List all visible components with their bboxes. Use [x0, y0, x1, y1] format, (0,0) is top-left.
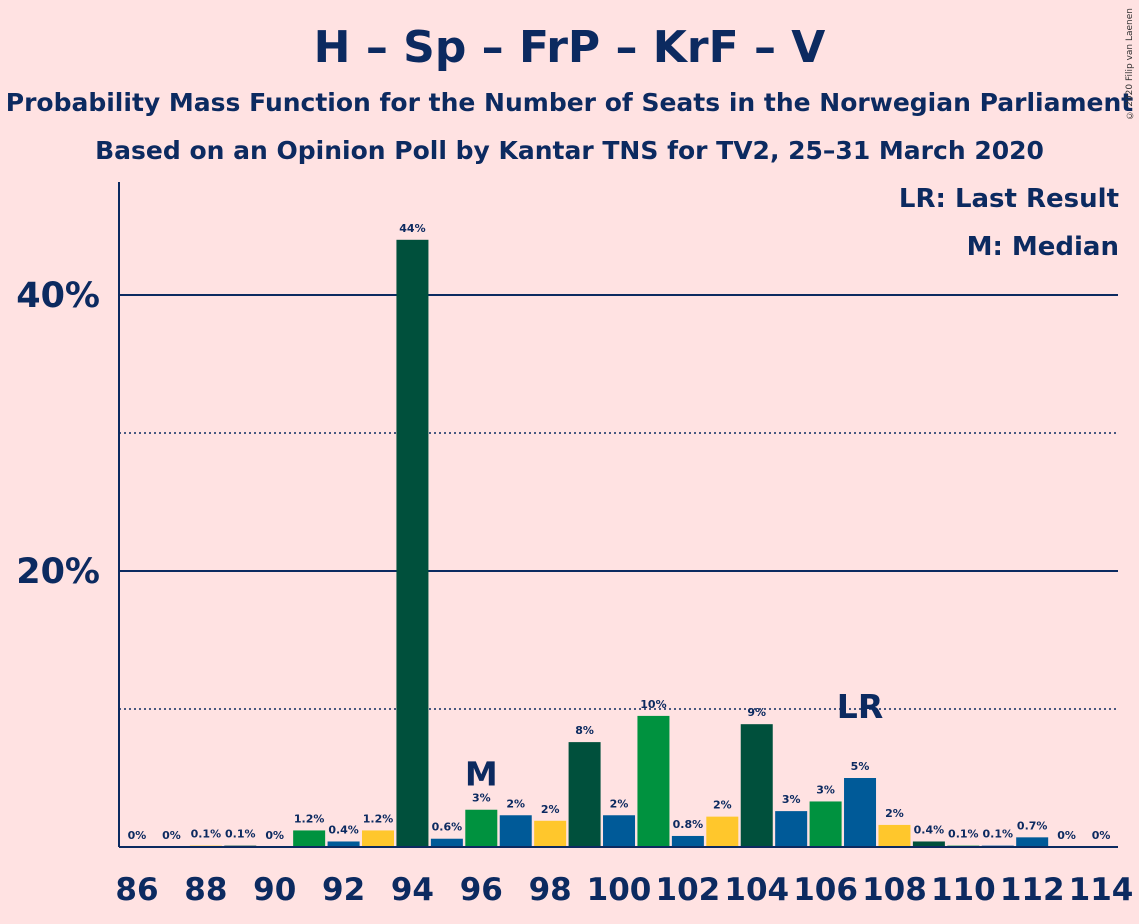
bar-label-110: 0.1% — [948, 828, 979, 841]
bar-label-109: 0.4% — [914, 823, 945, 836]
bar-label-114: 0% — [1092, 829, 1111, 842]
bar-91 — [293, 830, 326, 847]
x-tick-88: 88 — [184, 872, 227, 908]
bar-label-105: 3% — [782, 793, 801, 806]
bar-99 — [568, 742, 601, 847]
x-tick-98: 98 — [529, 872, 572, 908]
bar-label-99: 8% — [575, 724, 594, 737]
x-tick-94: 94 — [391, 872, 434, 908]
bar-109 — [912, 841, 945, 847]
bar-label-112: 0.7% — [1017, 819, 1048, 832]
bar-95 — [430, 838, 463, 847]
bar-94 — [396, 239, 429, 848]
bar-label-93: 1.2% — [363, 812, 394, 825]
x-tick-86: 86 — [115, 872, 158, 908]
x-tick-96: 96 — [460, 872, 503, 908]
chart-subtitle-2: Based on an Opinion Poll by Kantar TNS f… — [95, 136, 1044, 165]
bar-106 — [809, 801, 842, 847]
bar-label-108: 2% — [885, 807, 904, 820]
x-tick-110: 110 — [931, 872, 996, 908]
chart-subtitle-1: Probability Mass Function for the Number… — [5, 88, 1134, 117]
bar-104 — [740, 724, 773, 847]
bar-label-106: 3% — [816, 783, 835, 796]
legend-median: M: Median — [966, 232, 1119, 262]
bar-96 — [465, 809, 498, 847]
bar-label-90: 0% — [265, 829, 284, 842]
bar-labels: 0% 0% 0.1% 0.1% 0%1.2%0.4%1.2%44%0.6%3% 2% 2%8… — [128, 222, 1111, 842]
markers: M LR — [465, 687, 883, 794]
bar-label-95: 0.6% — [432, 821, 463, 834]
x-tick-90: 90 — [253, 872, 296, 908]
bar-92 — [327, 841, 360, 847]
y-tick-40: 40% — [16, 276, 100, 316]
x-tick-100: 100 — [587, 872, 652, 908]
x-axis-ticks: 86 88 90 92 94 96 98 100 102 104 106 108 110 112 114 — [115, 872, 1133, 908]
x-tick-104: 104 — [724, 872, 789, 908]
bar-98 — [534, 820, 567, 847]
chart-title: H – Sp – FrP – KrF – V — [313, 22, 826, 73]
bar-label-91: 1.2% — [294, 812, 325, 825]
bar-label-107: 5% — [851, 760, 870, 773]
bar-label-101: 10% — [640, 698, 666, 711]
bar-label-88: 0.1% — [191, 828, 222, 841]
bar-label-89: 0.1% — [225, 828, 256, 841]
y-tick-20: 20% — [16, 552, 100, 592]
x-tick-114: 114 — [1069, 872, 1134, 908]
bar-label-97: 2% — [506, 797, 525, 810]
bar-107 — [844, 778, 877, 847]
x-tick-108: 108 — [862, 872, 927, 908]
bar-label-87: 0% — [162, 829, 181, 842]
bar-97 — [499, 815, 532, 847]
bar-108 — [878, 824, 911, 847]
gridlines — [119, 294, 1118, 710]
bar-label-102: 0.8% — [673, 818, 704, 831]
bar-93 — [362, 830, 395, 847]
bar-112 — [1016, 837, 1049, 847]
x-tick-102: 102 — [656, 872, 721, 908]
bar-label-86: 0% — [128, 829, 147, 842]
x-tick-92: 92 — [322, 872, 365, 908]
bar-100 — [603, 815, 636, 847]
last-result-marker: LR — [837, 687, 883, 726]
x-tick-106: 106 — [793, 872, 858, 908]
median-marker: M — [465, 755, 498, 794]
bar-label-100: 2% — [610, 797, 629, 810]
bar-label-113: 0% — [1057, 829, 1076, 842]
bar-label-104: 9% — [747, 706, 766, 719]
bar-105 — [775, 811, 808, 847]
bar-label-103: 2% — [713, 799, 732, 812]
x-tick-112: 112 — [1000, 872, 1065, 908]
legend-last-result: LR: Last Result — [898, 184, 1119, 214]
bar-label-98: 2% — [541, 803, 560, 816]
bar-101 — [637, 715, 670, 847]
bar-label-111: 0.1% — [982, 828, 1013, 841]
bar-102 — [671, 835, 704, 847]
bar-label-94: 44% — [399, 222, 425, 235]
bar-103 — [706, 816, 739, 847]
bars — [189, 239, 1049, 848]
bar-label-96: 3% — [472, 792, 491, 805]
bar-label-92: 0.4% — [328, 823, 359, 836]
y-axis-ticks: 40% 20% — [16, 276, 100, 592]
